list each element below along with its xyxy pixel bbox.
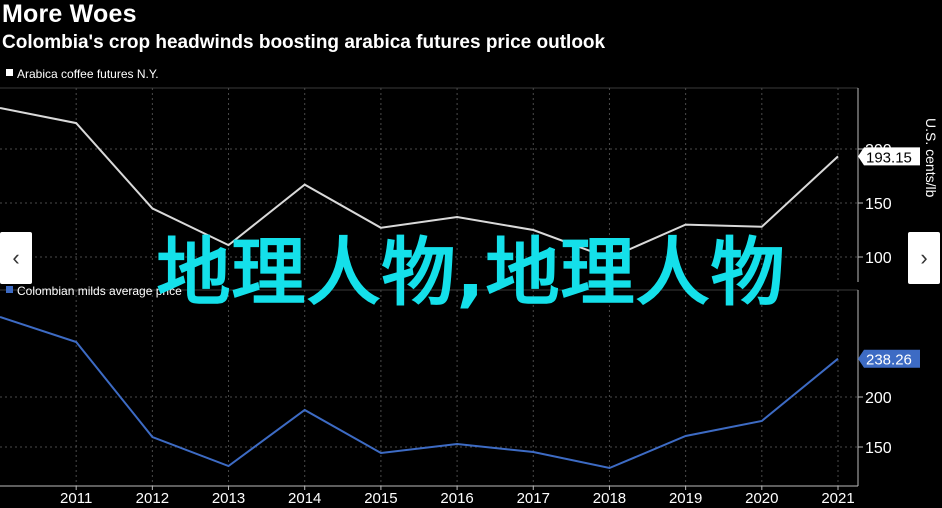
next-slide-button[interactable]: › bbox=[908, 232, 940, 284]
chevron-right-icon: › bbox=[920, 245, 928, 270]
x-tick-label: 2017 bbox=[517, 490, 550, 507]
previous-slide-button[interactable]: ‹ bbox=[0, 232, 32, 284]
colombian-series-line bbox=[0, 316, 839, 470]
arabica-legend-label: Arabica coffee futures N.Y. bbox=[17, 67, 159, 81]
y-tick-label: 200 bbox=[865, 390, 892, 407]
chart-subtitle: Colombia's crop headwinds boosting arabi… bbox=[2, 32, 606, 53]
colombian-legend-swatch bbox=[6, 286, 13, 293]
x-tick-label: 2020 bbox=[745, 490, 778, 507]
arabica-series-line bbox=[0, 107, 839, 260]
x-tick-label: 2011 bbox=[60, 490, 92, 507]
y-tick-label: 150 bbox=[865, 440, 892, 457]
x-tick-label: 2018 bbox=[593, 490, 626, 507]
colombian-legend-label: Colombian milds average price bbox=[17, 284, 182, 298]
x-tick-label: 2013 bbox=[212, 490, 245, 507]
chart-title: More Woes bbox=[2, 0, 137, 28]
last-value-label: 193.15 bbox=[866, 149, 912, 166]
x-tick-label: 2015 bbox=[364, 490, 397, 507]
x-tick-label: 2016 bbox=[440, 490, 473, 507]
arabica-legend-swatch bbox=[6, 69, 13, 76]
last-value-label: 238.26 bbox=[866, 352, 912, 369]
x-tick-label: 2021 bbox=[821, 490, 854, 507]
x-tick-label: 2019 bbox=[669, 490, 702, 507]
x-tick-label: 2012 bbox=[136, 490, 169, 507]
y-axis-label: U.S. cents/lb bbox=[923, 118, 939, 198]
last-value-tag bbox=[858, 147, 920, 166]
x-tick-label: 2014 bbox=[288, 490, 321, 507]
last-value-tag bbox=[858, 349, 920, 368]
y-tick-label: 150 bbox=[865, 196, 892, 213]
chevron-left-icon: ‹ bbox=[12, 245, 20, 270]
y-tick-label: 100 bbox=[865, 250, 892, 267]
